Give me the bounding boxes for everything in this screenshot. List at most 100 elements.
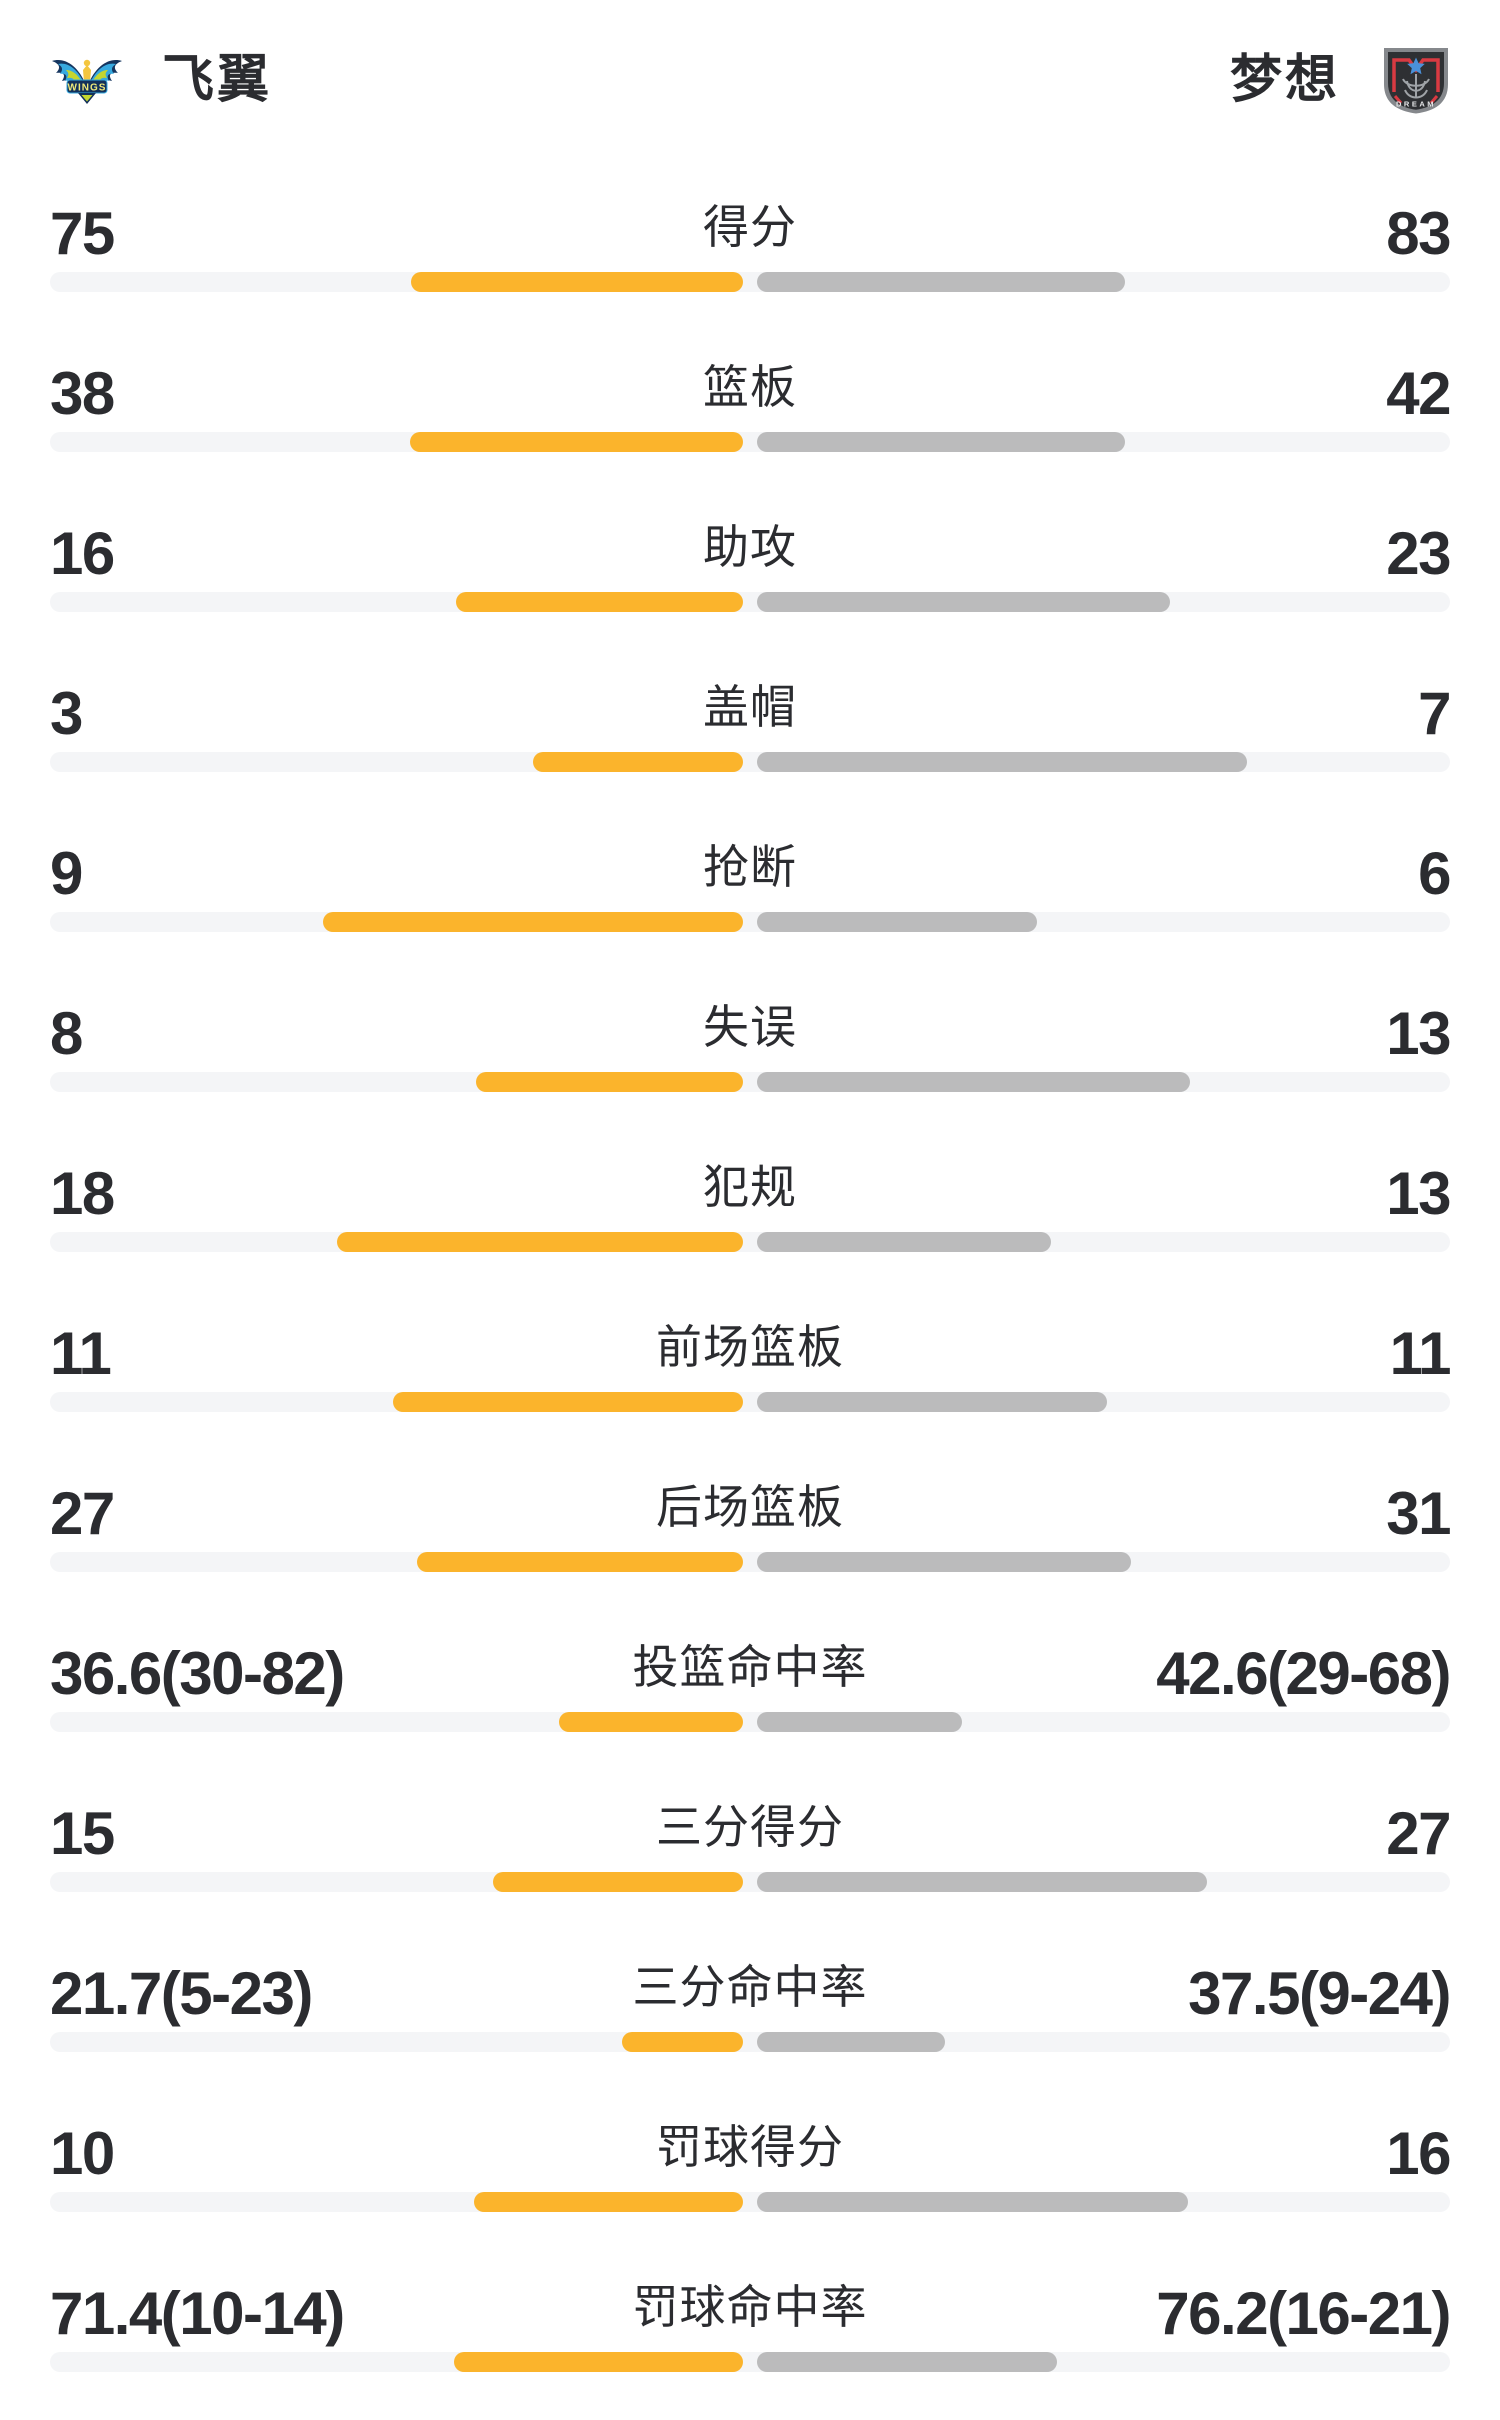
stat-row: 15 三分得分 27 xyxy=(0,1780,1500,1940)
right-team-bar xyxy=(757,752,1247,772)
stat-values-line: 11 前场篮板 11 xyxy=(50,1320,1452,1387)
team-left[interactable]: WINGS 飞翼 xyxy=(50,54,272,106)
right-team-value: 37.5(9-24) xyxy=(1188,1960,1451,2027)
left-team-value: 3 xyxy=(50,680,83,747)
comparison-bar-track xyxy=(50,2352,1450,2372)
left-team-bar xyxy=(493,1872,743,1892)
left-team-value: 75 xyxy=(50,200,115,267)
right-team-bar xyxy=(757,1552,1131,1572)
right-team-bar xyxy=(757,1392,1107,1412)
comparison-bar-track xyxy=(50,1552,1450,1572)
comparison-bar-track xyxy=(50,1072,1450,1092)
stat-row: 11 前场篮板 11 xyxy=(0,1300,1500,1460)
stat-row: 8 失误 13 xyxy=(0,980,1500,1140)
stat-label: 三分命中率 xyxy=(632,1961,868,2013)
right-team-value: 13 xyxy=(1386,1000,1451,1067)
left-team-value: 9 xyxy=(50,840,83,907)
svg-text:WINGS: WINGS xyxy=(68,83,107,94)
svg-text:DREAM: DREAM xyxy=(1396,99,1436,108)
stat-row: 71.4(10-14) 罚球命中率 76.2(16-21) xyxy=(0,2260,1500,2420)
left-team-bar xyxy=(476,1072,743,1092)
right-team-value: 23 xyxy=(1386,520,1451,587)
right-team-bar xyxy=(757,1712,962,1732)
stat-values-line: 36.6(30-82) 投篮命中率 42.6(29-68) xyxy=(50,1640,1451,1707)
left-team-bar xyxy=(533,752,743,772)
right-team-value: 6 xyxy=(1418,840,1451,907)
left-team-bar xyxy=(559,1712,743,1732)
right-team-value: 16 xyxy=(1386,2120,1451,2187)
stat-values-line: 15 三分得分 27 xyxy=(50,1800,1451,1867)
stat-label: 罚球命中率 xyxy=(632,2281,868,2333)
stat-values-line: 38 篮板 42 xyxy=(50,360,1451,427)
stat-label: 盖帽 xyxy=(703,681,797,733)
comparison-bar-track xyxy=(50,2032,1450,2052)
team-name-left: 飞翼 xyxy=(162,51,273,109)
stats-list: 75 得分 83 38 篮板 42 16 助攻 23 xyxy=(0,180,1500,2420)
comparison-bar-track xyxy=(50,1232,1450,1252)
left-team-value: 38 xyxy=(50,360,115,427)
right-team-value: 27 xyxy=(1386,1800,1451,1867)
stat-row: 38 篮板 42 xyxy=(0,340,1500,500)
left-team-value: 16 xyxy=(50,520,115,587)
stat-values-line: 71.4(10-14) 罚球命中率 76.2(16-21) xyxy=(50,2280,1451,2347)
left-team-bar xyxy=(456,592,743,612)
left-team-bar xyxy=(417,1552,743,1572)
stat-label: 前场篮板 xyxy=(656,1321,844,1373)
right-team-value: 76.2(16-21) xyxy=(1156,2280,1451,2347)
stat-values-line: 10 罚球得分 16 xyxy=(50,2120,1451,2187)
stat-row: 75 得分 83 xyxy=(0,180,1500,340)
left-team-value: 11 xyxy=(50,1320,112,1387)
stat-label: 篮板 xyxy=(703,361,797,413)
right-team-bar xyxy=(757,1232,1051,1252)
stat-label: 助攻 xyxy=(703,521,797,573)
left-team-value: 18 xyxy=(50,1160,115,1227)
left-team-bar xyxy=(454,2352,743,2372)
right-team-value: 42 xyxy=(1386,360,1451,427)
right-team-bar xyxy=(757,432,1125,452)
stat-values-line: 16 助攻 23 xyxy=(50,520,1451,587)
scoreboard-header: WINGS 飞翼 梦想 DREAM xyxy=(0,0,1500,180)
right-team-bar xyxy=(757,1872,1207,1892)
stat-label: 得分 xyxy=(703,201,797,253)
left-team-bar xyxy=(323,912,743,932)
stat-values-line: 3 盖帽 7 xyxy=(50,680,1451,747)
stat-values-line: 27 后场篮板 31 xyxy=(50,1480,1451,1547)
right-team-bar xyxy=(757,1072,1190,1092)
left-team-value: 36.6(30-82) xyxy=(50,1640,345,1707)
right-team-bar xyxy=(757,912,1037,932)
stat-values-line: 21.7(5-23) 三分命中率 37.5(9-24) xyxy=(50,1960,1451,2027)
stat-values-line: 75 得分 83 xyxy=(50,200,1451,267)
left-team-bar xyxy=(337,1232,743,1252)
stat-row: 9 抢断 6 xyxy=(0,820,1500,980)
stat-values-line: 9 抢断 6 xyxy=(50,840,1451,907)
right-team-value: 31 xyxy=(1386,1480,1451,1547)
stat-label: 罚球得分 xyxy=(656,2121,844,2173)
left-team-bar xyxy=(410,432,743,452)
team-right[interactable]: 梦想 DREAM xyxy=(1230,46,1450,115)
left-team-bar xyxy=(474,2192,743,2212)
stat-label: 投篮命中率 xyxy=(632,1641,868,1693)
stat-values-line: 8 失误 13 xyxy=(50,1000,1451,1067)
team-name-right: 梦想 xyxy=(1229,51,1340,109)
comparison-bar-track xyxy=(50,432,1450,452)
stat-label: 后场篮板 xyxy=(656,1481,844,1533)
comparison-bar-track xyxy=(50,912,1450,932)
right-team-bar xyxy=(757,272,1125,292)
right-team-bar xyxy=(757,2032,945,2052)
left-team-value: 21.7(5-23) xyxy=(50,1960,313,2027)
left-team-bar xyxy=(411,272,743,292)
right-team-bar xyxy=(757,592,1170,612)
right-team-value: 83 xyxy=(1386,200,1451,267)
comparison-bar-track xyxy=(50,752,1450,772)
left-team-bar xyxy=(622,2032,743,2052)
left-team-value: 10 xyxy=(50,2120,115,2187)
right-team-value: 13 xyxy=(1386,1160,1451,1227)
stat-row: 10 罚球得分 16 xyxy=(0,2100,1500,2260)
stat-row: 16 助攻 23 xyxy=(0,500,1500,660)
stat-label: 抢断 xyxy=(703,841,797,893)
stat-label: 失误 xyxy=(703,1001,797,1053)
right-team-value: 7 xyxy=(1418,680,1451,747)
left-team-bar xyxy=(393,1392,743,1412)
comparison-bar-track xyxy=(50,2192,1450,2212)
